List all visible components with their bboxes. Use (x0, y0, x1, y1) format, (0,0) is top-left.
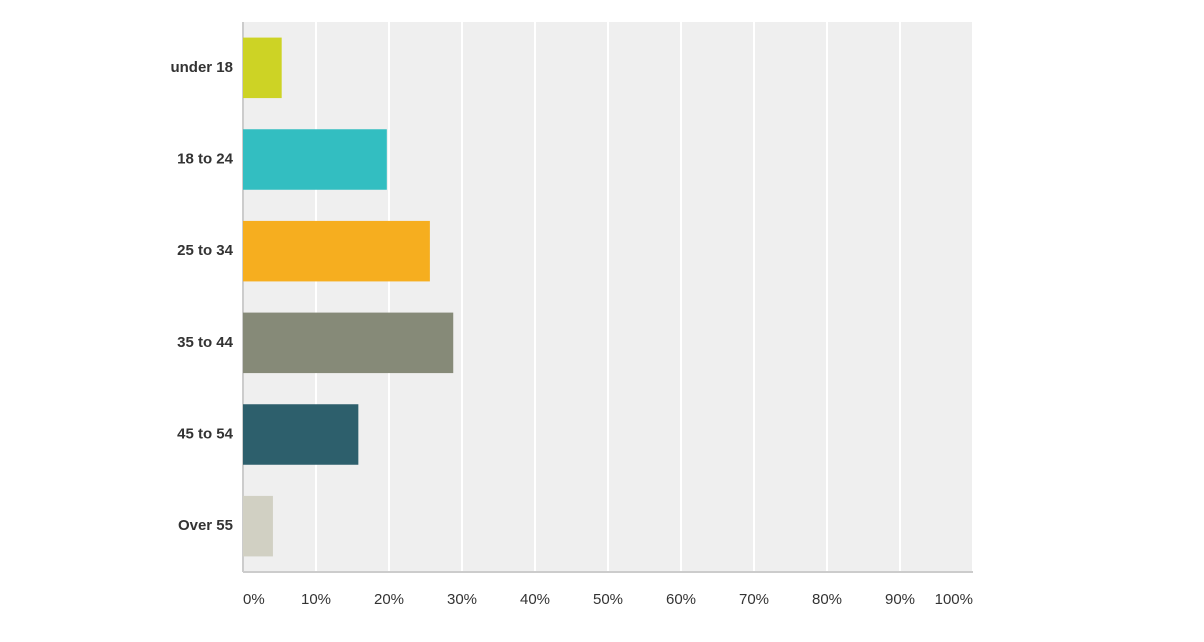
y-tick-label: under 18 (170, 59, 233, 76)
bar (243, 312, 454, 374)
x-tick-label: 10% (301, 591, 331, 608)
y-tick-label: Over 55 (178, 517, 233, 534)
x-tick-label: 100% (935, 591, 973, 608)
y-tick-label: 45 to 54 (177, 425, 234, 442)
x-tick-label: 20% (374, 591, 404, 608)
x-tick-label: 0% (243, 591, 265, 608)
x-tick-label: 50% (593, 591, 623, 608)
y-tick-label: 35 to 44 (177, 334, 234, 351)
y-tick-label: 25 to 34 (177, 242, 234, 259)
x-tick-label: 40% (520, 591, 550, 608)
bar (243, 404, 359, 465)
bar (243, 495, 273, 557)
x-tick-label: 90% (885, 591, 915, 608)
y-tick-label: 18 to 24 (177, 150, 234, 167)
bar (243, 129, 387, 190)
bar (243, 220, 430, 282)
x-tick-label: 30% (447, 591, 477, 608)
x-tick-label: 80% (812, 591, 842, 608)
x-tick-label: 60% (666, 591, 696, 608)
x-tick-label: 70% (739, 591, 769, 608)
bar (243, 37, 282, 99)
